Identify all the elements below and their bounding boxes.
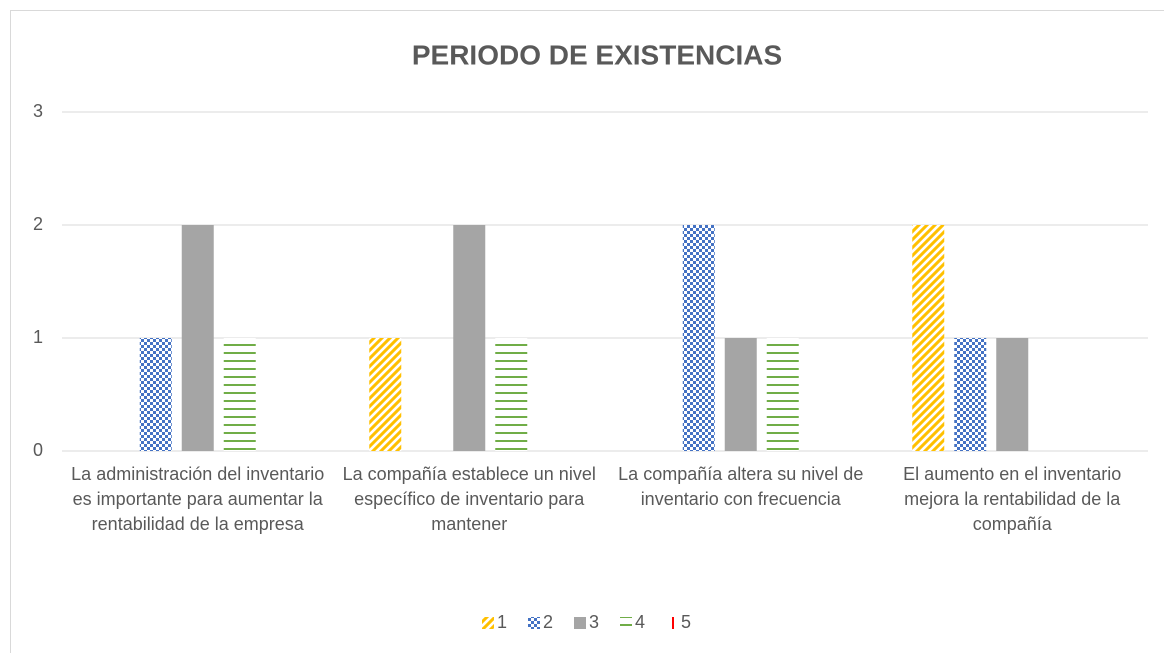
- x-tick-label: La administración del inventario es impo…: [71, 464, 325, 534]
- bar: [996, 338, 1029, 451]
- legend-swatch: [574, 617, 586, 629]
- chart-title: PERIODO DE EXISTENCIAS: [412, 39, 782, 70]
- y-tick-label: 2: [33, 214, 43, 234]
- bar: [912, 225, 945, 451]
- legend-label: 1: [497, 612, 507, 632]
- y-tick-label: 3: [33, 101, 43, 121]
- legend-swatch: [620, 617, 632, 629]
- x-tick-label: La compañía altera su nivel de inventari…: [618, 464, 864, 509]
- bar: [495, 338, 528, 451]
- bar: [181, 225, 214, 451]
- bar: [139, 338, 172, 451]
- legend-swatch: [528, 617, 540, 629]
- legend-label: 4: [635, 612, 645, 632]
- x-tick-label: El aumento en el inventario mejora la re…: [903, 464, 1122, 534]
- legend-label: 2: [543, 612, 553, 632]
- legend-label: 5: [681, 612, 691, 632]
- legend-label: 3: [589, 612, 599, 632]
- bar: [724, 338, 757, 451]
- x-tick-label: La compañía establece un nivel específic…: [342, 464, 596, 534]
- bar: [682, 225, 715, 451]
- y-tick-label: 0: [33, 440, 43, 460]
- bar: [954, 338, 987, 451]
- bar: [223, 338, 256, 451]
- bar: [766, 338, 799, 451]
- legend-swatch: [482, 617, 494, 629]
- y-tick-label: 1: [33, 327, 43, 347]
- legend-swatch: [666, 617, 678, 629]
- bar: [369, 338, 402, 451]
- bar: [453, 225, 486, 451]
